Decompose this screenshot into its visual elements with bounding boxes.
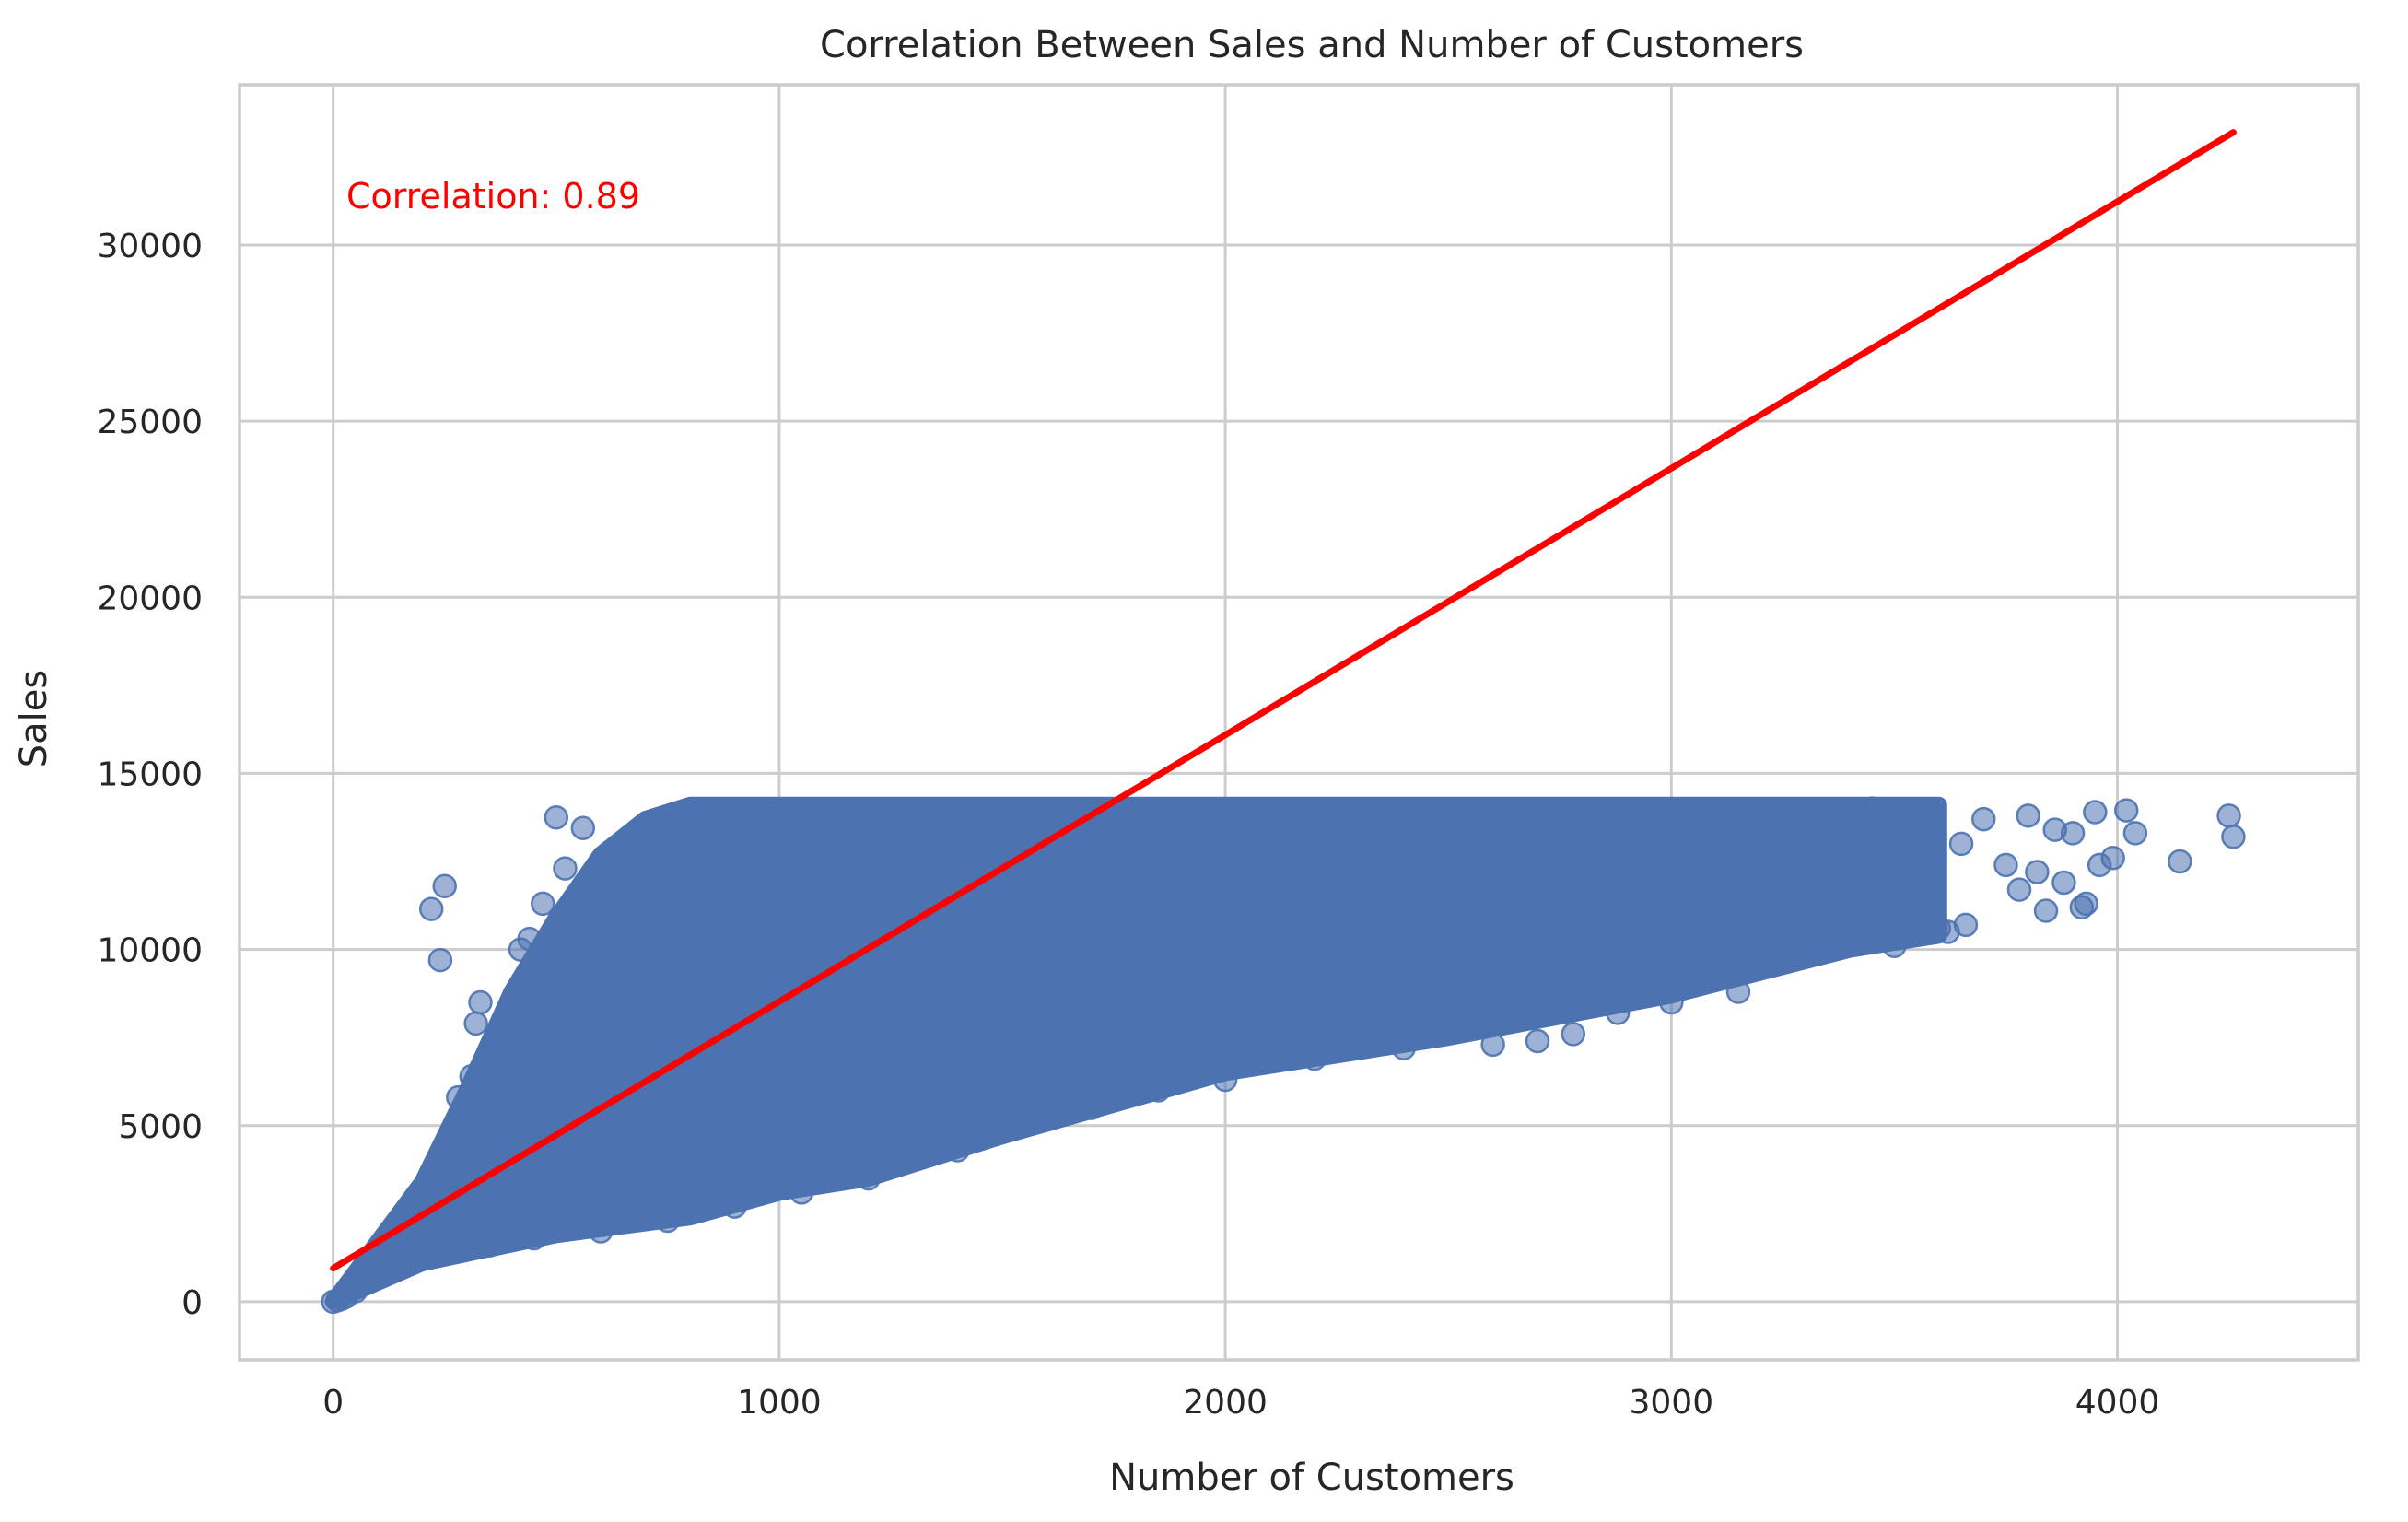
x-tick-label: 1000 <box>737 1384 822 1422</box>
scatter-point <box>1391 1036 1417 1060</box>
correlation-annotation: Correlation: 0.89 <box>346 176 640 217</box>
scatter-point <box>446 1084 471 1110</box>
x-tick-label: 2000 <box>1183 1384 1268 1422</box>
scatter-point <box>1904 800 1929 825</box>
scatter-point <box>531 891 555 917</box>
y-tick-label: 0 <box>181 1284 203 1322</box>
scatter-point <box>2051 870 2076 896</box>
x-tick-labels: 0 1000 2000 3000 4000 <box>322 1384 2159 1422</box>
scatter-point <box>1793 923 1818 948</box>
scatter-point <box>1846 926 1871 952</box>
scatter-point <box>476 1233 502 1258</box>
scatter-point <box>1079 1095 1105 1120</box>
scatter-point <box>1971 806 1996 832</box>
scatter-point <box>2113 798 2139 823</box>
scatter-point <box>1873 873 1898 899</box>
scatter-point <box>343 1279 368 1304</box>
point-cloud <box>324 796 1947 1310</box>
scatter-point <box>1561 1022 1586 1047</box>
scatter-point <box>1725 979 1751 1004</box>
scatter-point <box>1605 1001 1631 1025</box>
scatter-point <box>526 954 551 979</box>
scatter-point <box>655 1208 681 1234</box>
scatter-point <box>1525 1028 1550 1054</box>
scatter-point <box>463 1011 488 1036</box>
x-tick-label: 3000 <box>1630 1384 1714 1422</box>
scatter-point <box>1993 852 2018 878</box>
scatter-point <box>2074 891 2098 917</box>
y-tick-label: 5000 <box>118 1108 203 1146</box>
scatter-point <box>1953 912 1979 938</box>
scatter-point <box>517 926 542 952</box>
scatter-point <box>856 1165 881 1191</box>
scatter-point <box>2100 845 2125 871</box>
scatter-point <box>1771 898 1795 923</box>
scatter-point <box>1257 1043 1282 1068</box>
scatter-point <box>1659 989 1684 1015</box>
scatter-point <box>2122 821 2148 846</box>
scatter-point <box>588 1219 614 1244</box>
scatter-point <box>1909 905 1934 931</box>
x-tick-label: 0 <box>322 1384 344 1422</box>
scatter-point <box>2016 803 2040 828</box>
y-axis-label: Sales <box>13 670 55 767</box>
scatter-point <box>468 989 493 1015</box>
scatter-points <box>321 796 2246 1315</box>
scatter-point <box>2168 849 2192 874</box>
dense-point-cloud <box>324 796 1947 1310</box>
scatter-point <box>1748 806 1773 832</box>
scatter-point <box>1146 1078 1171 1103</box>
scatter-point <box>1948 831 1974 857</box>
scatter-point <box>789 1180 814 1205</box>
scatter-point <box>1011 1113 1037 1139</box>
regression-line-group <box>330 129 2237 1272</box>
scatter-point <box>2216 803 2241 828</box>
scatter-point <box>2006 877 2032 902</box>
scatter-point <box>1793 800 1818 825</box>
scatter-point <box>1882 933 1907 959</box>
scatter-point <box>2221 825 2246 849</box>
scatter-point <box>1703 835 1728 860</box>
scatter-point <box>2083 800 2108 825</box>
y-tick-label: 25000 <box>97 404 203 441</box>
regression-line <box>330 129 2237 1272</box>
x-tick-label: 4000 <box>2075 1384 2160 1422</box>
y-tick-labels: 0 5000 10000 15000 20000 25000 30000 <box>97 228 203 1322</box>
scatter-point <box>553 856 578 881</box>
scatter-point <box>544 804 569 830</box>
scatter-point <box>1212 1067 1238 1093</box>
scatter-point <box>1859 796 1885 821</box>
x-axis-label: Number of Customers <box>1109 1457 1514 1499</box>
scatter-point <box>2033 898 2059 923</box>
y-tick-label: 30000 <box>97 228 203 265</box>
scatter-point <box>945 1138 970 1163</box>
scatter-point <box>570 815 596 840</box>
scatter-point <box>1829 887 1853 913</box>
chart-title: Correlation Between Sales and Number of … <box>820 24 1804 66</box>
scatter-point <box>521 1225 546 1251</box>
plot-frame <box>238 83 2360 1362</box>
scatter-point <box>1480 1032 1505 1058</box>
scatter-point <box>418 896 444 921</box>
y-tick-label: 10000 <box>97 932 203 970</box>
scatter-point <box>722 1194 747 1219</box>
scatter-point <box>432 873 457 899</box>
y-tick-label: 15000 <box>97 755 203 793</box>
y-tick-label: 20000 <box>97 580 203 617</box>
scatter-point <box>2060 821 2086 846</box>
scatter-point <box>1302 1046 1327 1071</box>
scatter-point <box>2025 860 2050 884</box>
scatter-point <box>427 947 453 973</box>
scatter-point <box>459 1063 485 1089</box>
